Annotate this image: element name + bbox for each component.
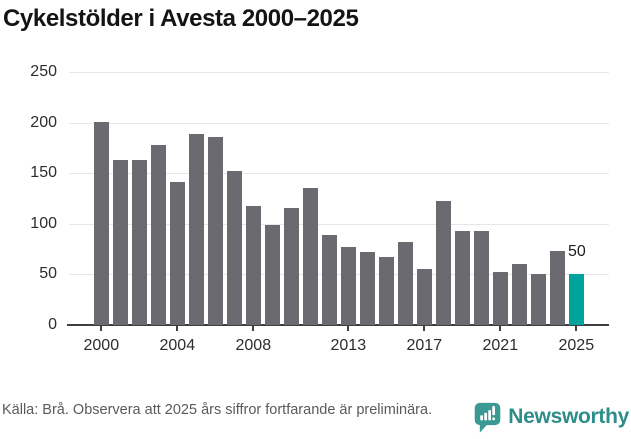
x-tick-2025 [575,326,578,331]
gridline-150 [69,173,609,175]
highlight-value-label: 50 [568,243,586,261]
gridline-250 [69,72,609,73]
bar-2011 [303,188,318,325]
y-axis-label-100: 100 [30,214,57,232]
bar-2020 [474,230,489,325]
bar-2024 [550,251,565,325]
bar-2012 [322,234,337,325]
x-axis-label-2021: 2021 [482,337,519,354]
x-tick-2004 [176,326,179,331]
bar-2003 [151,144,166,325]
y-axis-label-200: 200 [30,113,57,131]
bar-2008 [246,205,261,325]
y-axis-label-250: 250 [30,63,57,80]
x-tick-2021 [499,326,502,331]
bar-2016 [398,242,413,325]
x-axis-label-2000: 2000 [83,337,120,354]
bar-2022 [512,264,527,325]
gridline-200 [69,122,609,124]
bar-2021 [493,272,508,325]
x-axis-line [67,324,609,326]
y-axis-label-0: 0 [48,316,57,333]
x-tick-2000 [100,326,103,331]
x-axis-label-2017: 2017 [406,337,443,354]
bar-2019 [455,230,470,325]
x-axis-label-2008: 2008 [235,337,272,354]
gridline-100 [69,223,609,225]
bar-2023 [531,274,546,325]
bar-2017 [417,269,432,325]
bar-2001 [113,160,128,325]
bar-2007 [227,171,242,325]
x-axis-label-2013: 2013 [330,337,367,354]
bar-2013 [341,247,356,325]
x-axis-label-2004: 2004 [159,337,196,354]
bar-2004 [170,182,185,325]
bar-2006 [208,136,223,325]
x-tick-2008 [252,326,255,331]
x-tick-2017 [423,326,426,331]
bar-2015 [379,257,394,325]
bar-2025 [569,274,584,325]
bar-2018 [436,200,451,325]
bar-2002 [132,160,147,325]
bar-2009 [265,224,280,325]
bar-2005 [189,133,204,325]
source-note: Källa: Brå. Observera att 2025 års siffr… [2,402,433,418]
chart-title: Cykelstölder i Avesta 2000–2025 [3,5,359,32]
brand-name: Newsworthy [508,405,629,428]
x-axis-label-2025: 2025 [558,337,595,354]
y-axis-label-50: 50 [39,265,57,283]
bar-2000 [94,121,109,325]
bar-2010 [284,207,299,325]
newsworthy-brand: Newsworthy [473,400,629,434]
gridline-50 [69,274,609,276]
x-tick-2013 [347,326,350,331]
newsworthy-bubble-barchart-icon [475,402,501,433]
y-axis-label-150: 150 [30,164,57,182]
bar-2014 [360,252,375,325]
